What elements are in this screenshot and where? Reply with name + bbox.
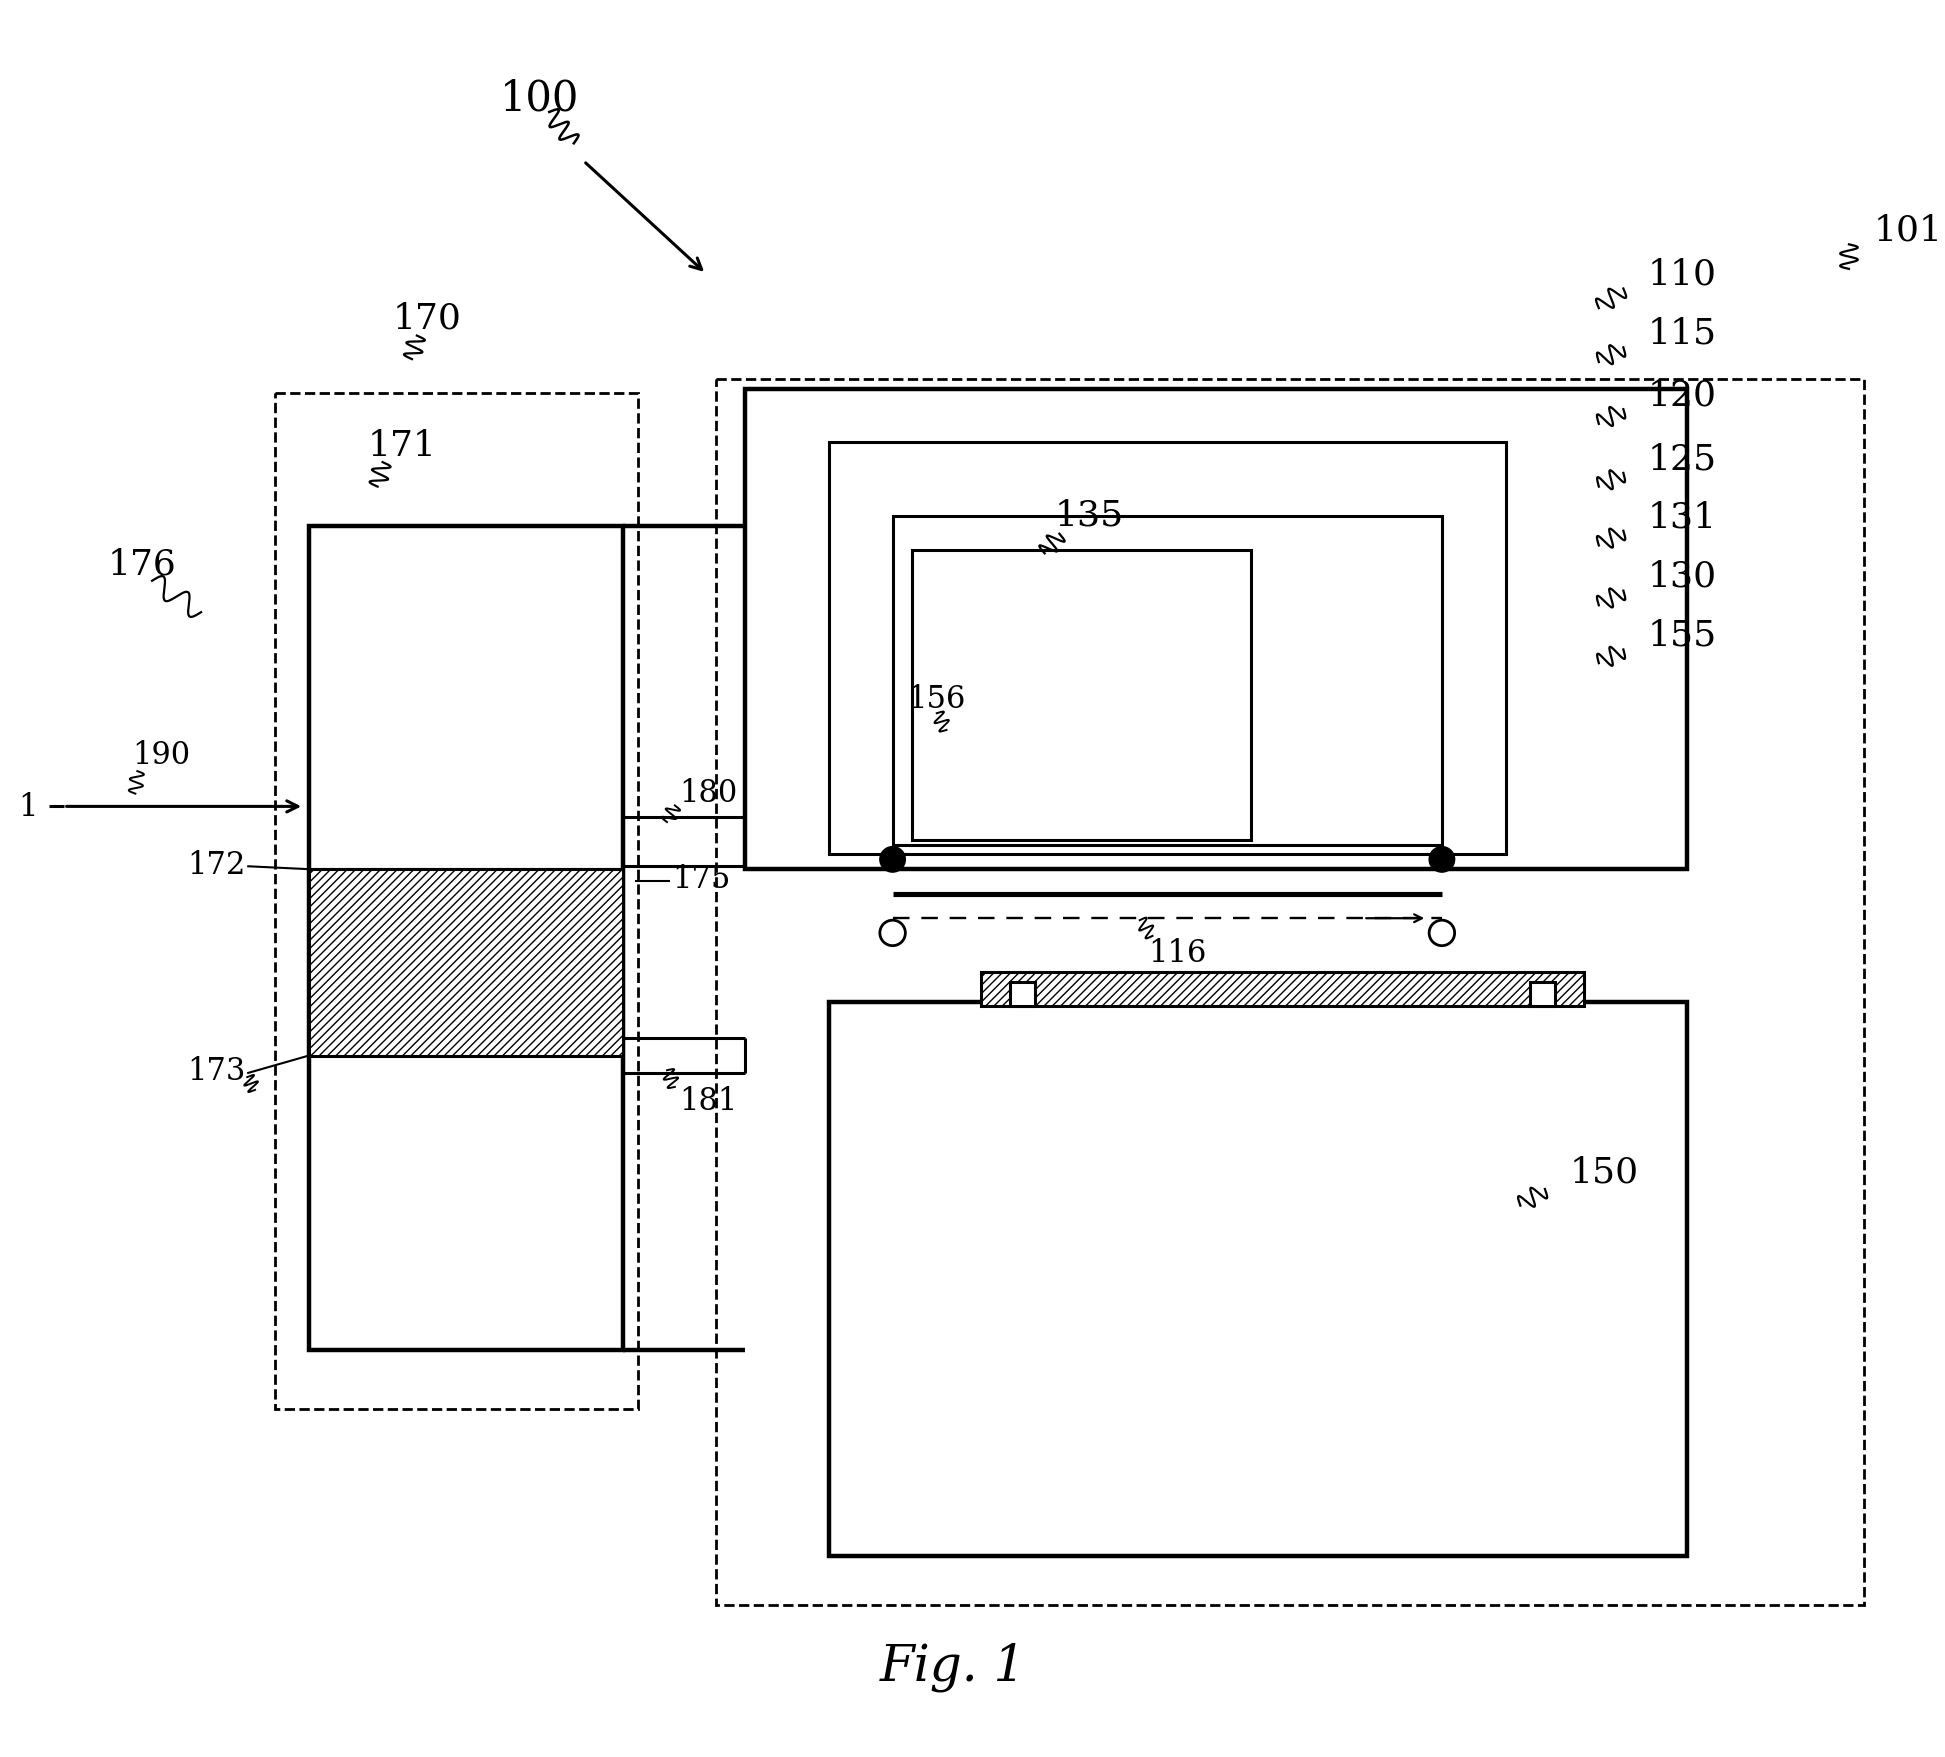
Bar	[716, 380, 1863, 1604]
Bar	[829, 443, 1505, 856]
Text: 116: 116	[1148, 938, 1206, 968]
Text: 170: 170	[393, 302, 461, 336]
Bar	[309, 527, 622, 1349]
Text: 120: 120	[1647, 378, 1717, 413]
Bar	[1531, 982, 1554, 1007]
Text: 171: 171	[368, 429, 436, 464]
Text: 131: 131	[1647, 499, 1717, 534]
Bar	[274, 394, 638, 1409]
Text: 155: 155	[1647, 618, 1717, 652]
Text: 176: 176	[107, 546, 177, 582]
Text: 101: 101	[1873, 214, 1943, 248]
Text: 190: 190	[132, 740, 191, 771]
Text: 1: 1	[18, 791, 37, 822]
Text: 115: 115	[1647, 316, 1717, 350]
Text: 110: 110	[1647, 258, 1717, 292]
Circle shape	[1430, 847, 1455, 873]
Bar	[745, 390, 1686, 870]
Bar	[893, 517, 1441, 845]
Bar	[309, 870, 622, 1056]
Text: 150: 150	[1570, 1154, 1638, 1188]
Text: 181: 181	[679, 1086, 737, 1116]
Bar	[980, 973, 1583, 1007]
Text: 175: 175	[671, 864, 729, 894]
Text: 135: 135	[1054, 497, 1124, 532]
Text: 130: 130	[1647, 559, 1717, 594]
Text: 172: 172	[187, 849, 245, 880]
Text: 100: 100	[500, 77, 580, 119]
Text: 180: 180	[679, 778, 737, 808]
Text: 156: 156	[906, 683, 965, 715]
Text: Fig. 1: Fig. 1	[881, 1643, 1027, 1692]
Circle shape	[879, 847, 904, 873]
Bar	[1009, 982, 1035, 1007]
Text: 173: 173	[187, 1056, 245, 1086]
Bar	[829, 1001, 1686, 1557]
Text: 125: 125	[1647, 443, 1717, 476]
Bar	[912, 552, 1251, 840]
